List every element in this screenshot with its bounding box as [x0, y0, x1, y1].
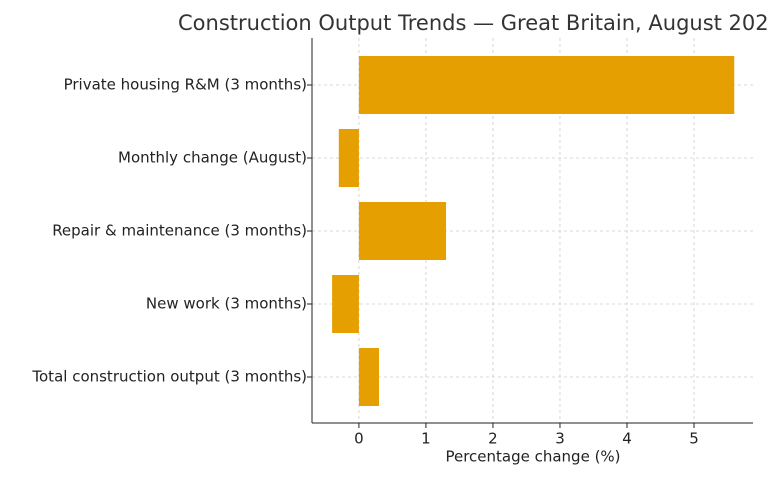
x-tick-label: 5: [689, 430, 699, 448]
bar: [338, 129, 359, 187]
y-tick-label: New work (3 months): [146, 295, 307, 313]
x-tick-label: 2: [488, 430, 498, 448]
y-tick-label: Repair & maintenance (3 months): [52, 222, 307, 240]
y-tick-label: Monthly change (August): [118, 149, 307, 167]
bar: [358, 202, 447, 260]
bar: [332, 275, 359, 333]
x-tick-label: 0: [354, 430, 364, 448]
y-tick-label: Private housing R&M (3 months): [64, 76, 307, 94]
x-axis-label: Percentage change (%): [445, 448, 620, 466]
bar: [358, 348, 380, 406]
bar: [358, 56, 735, 114]
x-tick-label: 4: [622, 430, 632, 448]
x-tick-label: 1: [421, 430, 431, 448]
x-tick-label: 3: [555, 430, 565, 448]
y-tick-label: Total construction output (3 months): [31, 368, 307, 386]
chart-title: Construction Output Trends — Great Brita…: [178, 11, 768, 35]
